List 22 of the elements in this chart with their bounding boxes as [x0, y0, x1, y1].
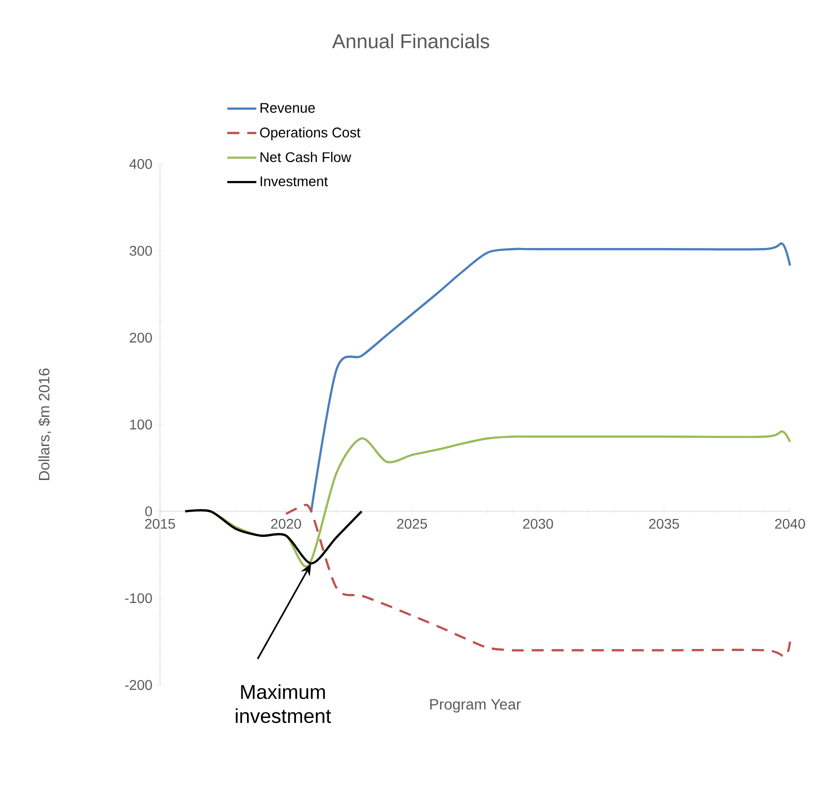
legend-label: Net Cash Flow — [260, 152, 352, 162]
line-series — [310, 242, 792, 512]
y-tick-label: 200 — [130, 332, 152, 343]
legend-label: Operations Cost — [260, 127, 360, 140]
x-tick-label: 2020 — [271, 518, 302, 529]
y-tick-label: 400 — [129, 159, 152, 169]
legend-label: Investment — [260, 176, 328, 186]
y-tick-label: -200 — [125, 680, 152, 690]
legend-label: Revenue — [260, 103, 315, 113]
y-tick-label: 100 — [130, 420, 152, 430]
chart-title: Annual Financials — [332, 34, 490, 48]
x-tick-label: 2015 — [145, 518, 175, 529]
y-tick-label: 0 — [145, 506, 152, 516]
annotation: Maximum investment — [236, 684, 332, 724]
x-axis-title: Program Year — [430, 699, 521, 713]
y-tick-label: 300 — [130, 246, 152, 256]
y-tick-label: -100 — [125, 593, 152, 604]
x-tick-label: 2040 — [775, 518, 806, 529]
x-tick-label: 2035 — [649, 518, 679, 529]
x-tick-label: 2030 — [523, 518, 554, 529]
x-tick-label: 2025 — [397, 518, 427, 529]
y-axis-title: Dollars, $m 2016 — [38, 368, 52, 480]
